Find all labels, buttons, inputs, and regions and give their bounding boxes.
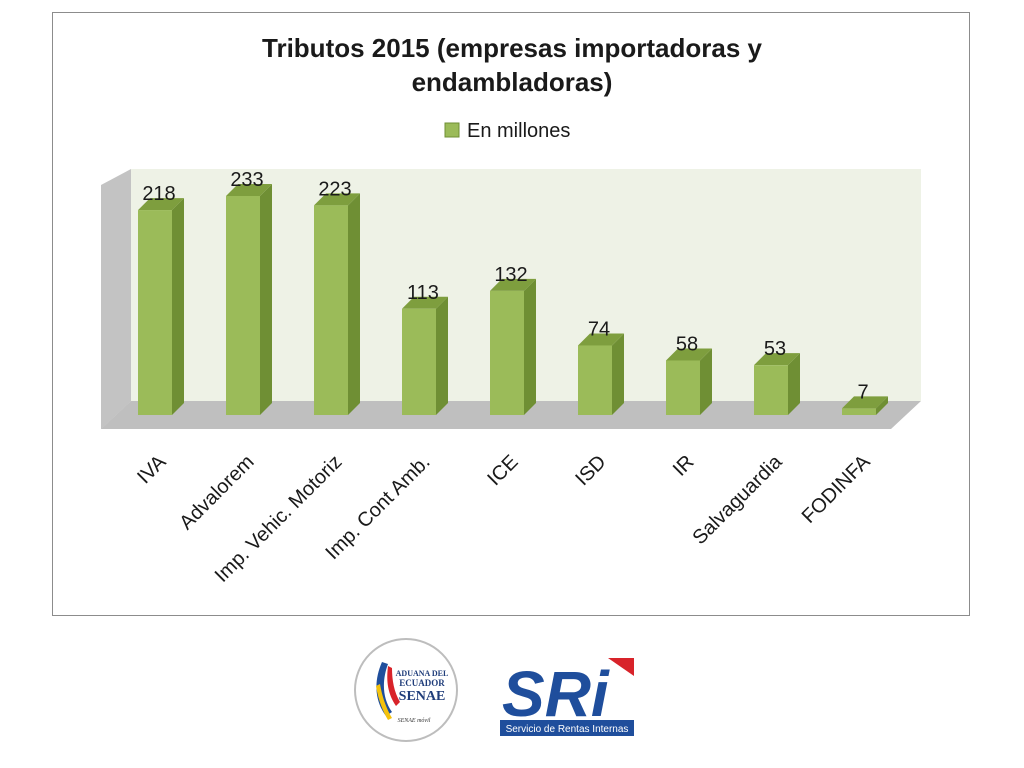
bar xyxy=(138,198,184,415)
data-label: 53 xyxy=(764,338,786,360)
bar-side xyxy=(612,333,624,415)
bar xyxy=(578,333,624,415)
category-label: IVA xyxy=(133,451,171,489)
bars xyxy=(138,183,888,415)
data-label: 233 xyxy=(230,169,263,191)
legend-label: En millones xyxy=(467,120,570,142)
data-label: 7 xyxy=(857,381,868,403)
sri-logo: SRi Servicio de Rentas Internas xyxy=(500,658,634,743)
bar xyxy=(490,278,536,415)
bar xyxy=(314,193,360,415)
category-label: FODINFA xyxy=(798,451,875,528)
data-label: 58 xyxy=(676,333,698,355)
sri-tagline: Servicio de Rentas Internas xyxy=(506,724,629,735)
bar xyxy=(754,353,800,415)
senae-logo: ADUANA DEL ECUADOR SENAE SENAE móvil xyxy=(352,636,460,749)
bar-front xyxy=(226,195,260,415)
bar-side xyxy=(876,396,888,415)
bar-side xyxy=(788,353,800,415)
bar-front xyxy=(754,365,788,415)
bar-top xyxy=(314,193,360,206)
bar-side xyxy=(700,348,712,415)
chart-side-wall-face xyxy=(101,169,131,429)
bar-side xyxy=(348,193,360,415)
bar-front xyxy=(490,290,524,415)
legend: En millones xyxy=(444,120,570,142)
data-label: 132 xyxy=(494,264,527,286)
data-labels: 218 233 223 113 132 74 58 53 7 xyxy=(142,169,868,403)
data-label: 74 xyxy=(588,318,610,340)
bar-side xyxy=(436,296,448,415)
senae-tagline: SENAE móvil xyxy=(398,718,431,724)
bar-top xyxy=(578,333,624,346)
bar-side xyxy=(260,183,272,415)
bar-top xyxy=(490,278,536,291)
bar-front xyxy=(666,360,700,415)
senae-line-2: ECUADOR xyxy=(399,678,445,688)
bar-side xyxy=(172,198,184,415)
category-label: ICE xyxy=(483,451,522,490)
data-label: 223 xyxy=(318,178,351,200)
bar-front xyxy=(402,308,436,415)
bar-side xyxy=(524,278,536,415)
chart-title-line-2: endambladoras) xyxy=(412,67,613,97)
sri-mark: SRi xyxy=(502,658,610,730)
bar-top xyxy=(226,183,272,196)
bar xyxy=(226,183,272,415)
bar xyxy=(402,296,448,415)
bar-front xyxy=(314,205,348,415)
senae-line-3: SENAE xyxy=(399,689,446,704)
bar-top xyxy=(754,353,800,366)
chart-title: Tributos 2015 (empresas importadoras y xyxy=(262,33,763,63)
data-label: 218 xyxy=(142,183,175,205)
category-label: Salvaguardia xyxy=(688,450,787,549)
chart: Tributos 2015 (empresas importadoras y e… xyxy=(101,33,921,587)
bar-top xyxy=(138,198,184,211)
bar xyxy=(842,396,888,415)
legend-swatch xyxy=(444,122,460,138)
category-label: IR xyxy=(669,451,699,481)
category-label: Advalorem xyxy=(175,451,258,534)
chart-frame: Tributos 2015 (empresas importadoras y e… xyxy=(52,12,970,616)
bar xyxy=(666,348,712,415)
senae-line-1: ADUANA DEL xyxy=(396,669,449,678)
data-label: 113 xyxy=(407,282,439,304)
bar-front xyxy=(842,408,876,415)
bar-top xyxy=(402,296,448,309)
bar-top xyxy=(666,348,712,361)
category-label: ISD xyxy=(571,451,610,490)
bar-front xyxy=(138,210,172,415)
bar-top xyxy=(842,396,888,409)
bar-front xyxy=(578,345,612,415)
